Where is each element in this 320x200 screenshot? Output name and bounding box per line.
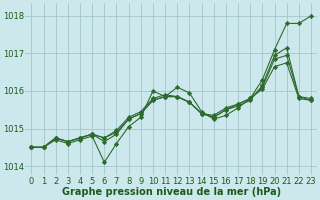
X-axis label: Graphe pression niveau de la mer (hPa): Graphe pression niveau de la mer (hPa) — [62, 187, 281, 197]
